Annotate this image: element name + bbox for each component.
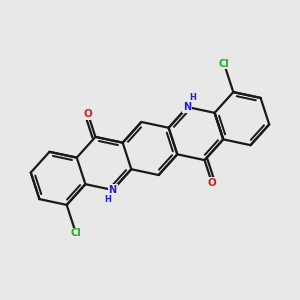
Text: H: H (104, 195, 111, 204)
Text: Cl: Cl (70, 228, 81, 239)
Text: O: O (84, 109, 92, 119)
Text: O: O (208, 178, 216, 188)
Text: Cl: Cl (219, 58, 230, 69)
Text: N: N (183, 102, 191, 112)
Text: N: N (109, 185, 117, 195)
Text: H: H (189, 93, 196, 102)
